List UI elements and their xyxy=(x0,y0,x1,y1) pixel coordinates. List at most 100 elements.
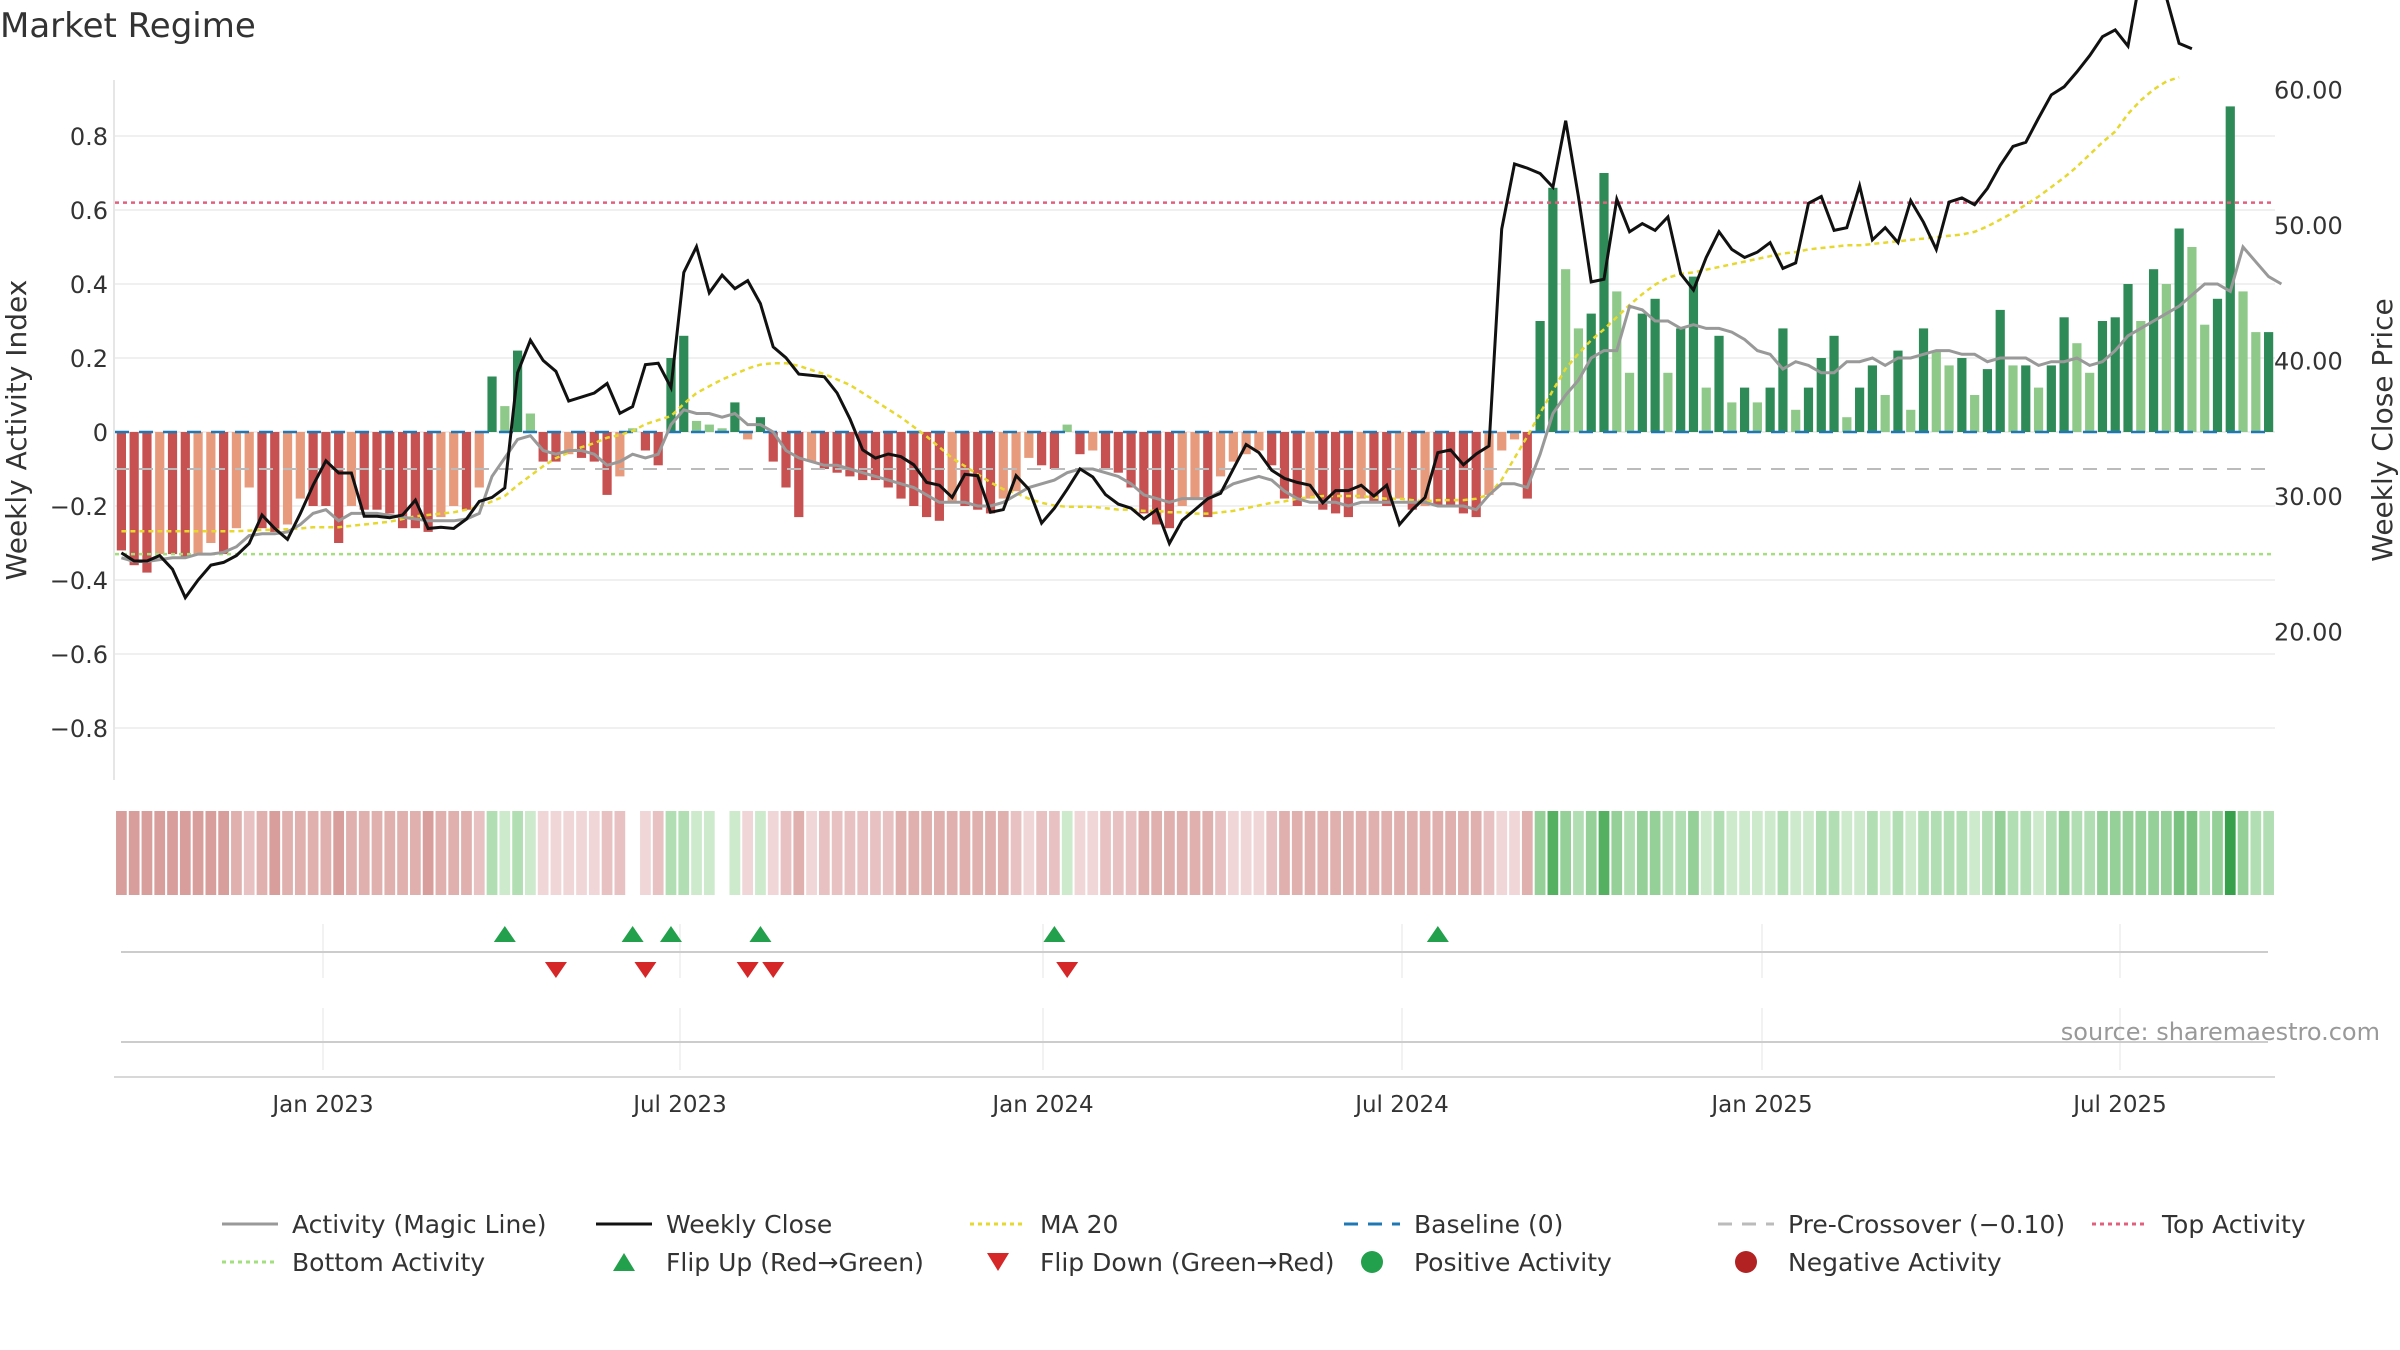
ribbon-cell xyxy=(1483,811,1495,895)
ribbon-cell xyxy=(1227,811,1239,895)
activity-bar xyxy=(845,432,855,477)
ribbon-cell xyxy=(1956,811,1968,895)
ribbon-cell xyxy=(1624,811,1635,895)
activity-bar xyxy=(1279,432,1290,499)
activity-bar xyxy=(1803,387,1814,432)
ribbon-cell xyxy=(780,811,792,895)
legend-label: Flip Up (Red→Green) xyxy=(666,1248,924,1277)
activity-bar xyxy=(2033,387,2044,432)
x-tick-label: Jan 2025 xyxy=(1709,1092,1812,1118)
ribbon-cell xyxy=(448,811,460,895)
activity-bar xyxy=(1931,350,1941,432)
activity-bar xyxy=(1880,395,1890,432)
activity-bar xyxy=(883,432,893,488)
flip-up-marker xyxy=(493,926,516,942)
flip-down-marker xyxy=(634,962,657,978)
ribbon-cell xyxy=(2148,811,2159,895)
legend-item: Activity (Magic Line) xyxy=(222,1210,546,1239)
ribbon-cell xyxy=(167,811,178,895)
ribbon-cell xyxy=(384,811,396,895)
ribbon-cell xyxy=(2250,811,2262,895)
magic-line xyxy=(120,243,2283,563)
legend-item: Pre-Crossover (−0.10) xyxy=(1718,1210,2065,1239)
activity-bar xyxy=(1011,432,1021,492)
legend-label: Flip Down (Green→Red) xyxy=(1040,1248,1335,1277)
activity-bar xyxy=(1203,432,1213,518)
activity-bar xyxy=(794,432,804,518)
ribbon-cell xyxy=(1445,811,1456,895)
ribbon-cell xyxy=(141,811,153,895)
flip-up-marker xyxy=(749,926,772,942)
ribbon-cell xyxy=(2160,811,2172,895)
activity-bar xyxy=(1944,365,1954,432)
activity-bar xyxy=(1471,432,1481,518)
ribbon-cell xyxy=(116,811,127,895)
ribbon-cell xyxy=(1611,811,1623,895)
ribbon-cell xyxy=(665,811,677,895)
ribbon-cell xyxy=(1585,811,1597,895)
ribbon-cell xyxy=(282,811,293,895)
flip-up-marker xyxy=(659,926,682,942)
ribbon-cell xyxy=(640,811,651,895)
activity-bar xyxy=(2046,365,2056,432)
ribbon-cell xyxy=(985,811,996,895)
activity-bar xyxy=(1024,432,1034,458)
activity-bar xyxy=(487,376,497,432)
activity-bar xyxy=(1624,372,1635,432)
flip-down-marker xyxy=(762,962,785,978)
activity-bar xyxy=(1049,432,1060,469)
ribbon-cell xyxy=(422,811,434,895)
activity-bar xyxy=(1522,432,1532,499)
y-left-tick-label: 0 xyxy=(93,419,108,447)
flip-down-marker xyxy=(544,962,567,978)
activity-bar xyxy=(1139,432,1149,514)
ribbon-cell xyxy=(1841,811,1853,895)
activity-bar xyxy=(525,413,535,432)
activity-bar xyxy=(1957,358,1967,432)
activity-bar xyxy=(1330,432,1341,514)
activity-bar xyxy=(1612,291,1622,432)
legend-label: Weekly Close xyxy=(666,1210,832,1239)
ribbon-cell xyxy=(1125,811,1137,895)
activity-bar xyxy=(1701,387,1711,432)
activity-bar xyxy=(372,432,382,510)
activity-bar xyxy=(743,432,753,440)
activity-bar xyxy=(1752,402,1762,432)
ma20-line xyxy=(121,76,2180,533)
activity-bar xyxy=(896,432,906,499)
ribbon-cell xyxy=(473,811,485,895)
ribbon-cell xyxy=(1982,811,1993,895)
ribbon-cell xyxy=(2020,811,2032,895)
activity-bar xyxy=(947,432,957,503)
activity-bar xyxy=(397,432,408,529)
activity-bar xyxy=(1497,432,1507,451)
activity-bar xyxy=(1637,313,1647,432)
activity-bar xyxy=(1228,432,1238,462)
activity-bar xyxy=(270,432,280,532)
legend-label: MA 20 xyxy=(1040,1210,1118,1239)
activity-bar xyxy=(193,432,203,555)
ribbon-cell xyxy=(921,811,932,895)
regime-ribbon xyxy=(116,811,2274,895)
ribbon-cell xyxy=(1636,811,1648,895)
ribbon-cell xyxy=(1930,811,1942,895)
activity-bar xyxy=(2136,321,2146,432)
ribbon-cell xyxy=(1943,811,1955,895)
activity-bar xyxy=(219,432,229,555)
activity-bar xyxy=(1982,369,1993,432)
activity-bar xyxy=(819,432,829,469)
activity-bar xyxy=(1343,432,1353,518)
ribbon-cell xyxy=(2084,811,2096,895)
x-tick-label: Jul 2025 xyxy=(2071,1092,2167,1118)
activity-bar xyxy=(2123,284,2133,432)
legend-item: Negative Activity xyxy=(1735,1248,2002,1277)
ribbon-cell xyxy=(716,811,728,895)
activity-bar xyxy=(2200,324,2210,432)
ribbon-cell xyxy=(614,811,626,895)
ribbon-cell xyxy=(1867,811,1878,895)
activity-bar xyxy=(423,432,433,532)
activity-bar xyxy=(1995,309,2005,432)
ribbon-cell xyxy=(2199,811,2211,895)
legend-label: Baseline (0) xyxy=(1414,1210,1563,1239)
activity-bar xyxy=(1394,432,1405,499)
